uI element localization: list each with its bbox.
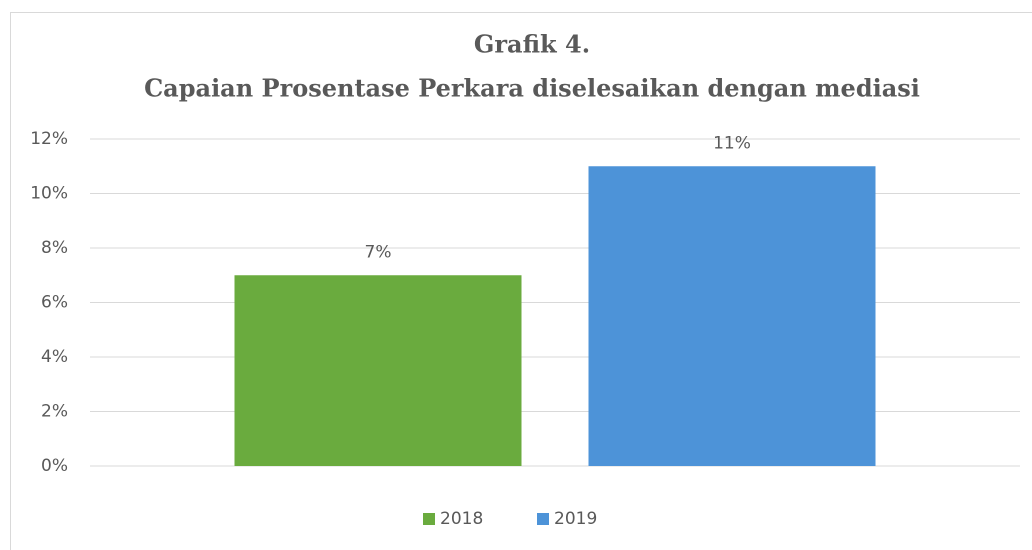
bar <box>234 275 522 466</box>
y-tick-label: 8% <box>41 238 68 258</box>
y-tick-label: 0% <box>41 456 68 476</box>
data-label: 7% <box>365 242 392 262</box>
y-tick-label: 2% <box>41 402 68 422</box>
bar <box>588 166 876 466</box>
legend-swatch <box>537 513 549 525</box>
legend-label: 2019 <box>554 509 597 529</box>
legend-label: 2018 <box>440 509 483 529</box>
chart-title: Grafik 4. <box>474 30 590 59</box>
data-label: 11% <box>713 133 751 153</box>
y-tick-label: 4% <box>41 347 68 367</box>
y-tick-label: 12% <box>30 129 68 149</box>
y-tick-label: 6% <box>41 293 68 313</box>
y-tick-label: 10% <box>30 184 68 204</box>
chart-subtitle: Capaian Prosentase Perkara diselesaikan … <box>144 74 920 103</box>
legend-swatch <box>423 513 435 525</box>
